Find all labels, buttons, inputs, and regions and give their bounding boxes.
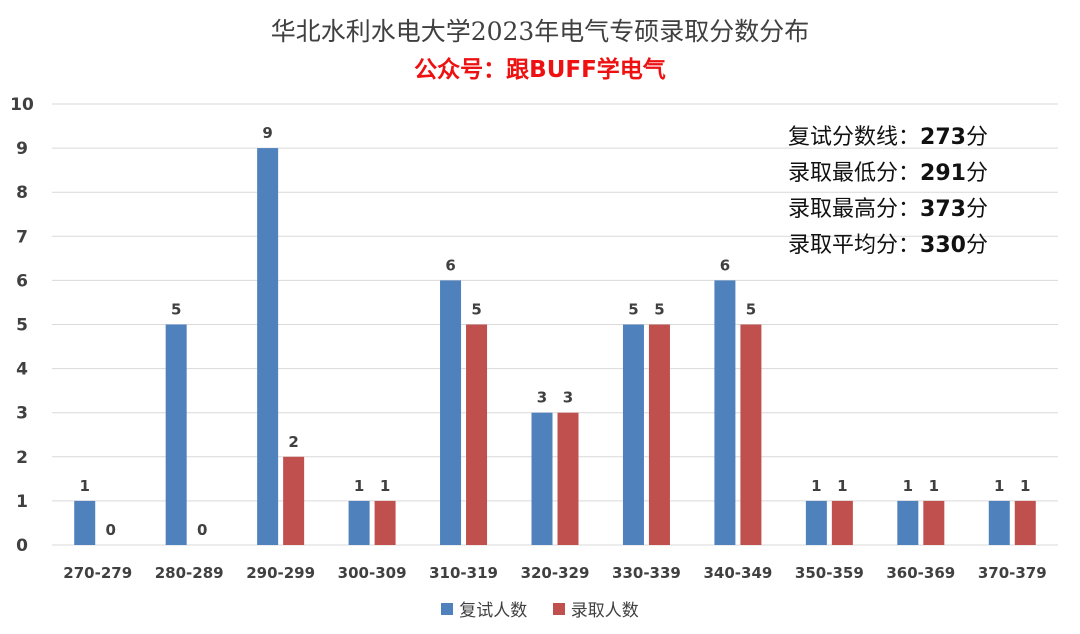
y-tick-label: 8 [16, 183, 28, 203]
data-label: 1 [80, 477, 90, 495]
data-label: 1 [929, 477, 939, 495]
stat-value: 291 [920, 161, 966, 186]
bar-admitted [374, 500, 396, 545]
chart-title: 华北水利水电大学2023年电气专硕录取分数分布 [270, 17, 810, 46]
bar-retest [622, 324, 644, 545]
bar-admitted [923, 500, 945, 545]
data-label: 5 [746, 301, 756, 319]
legend-label: 录取人数 [570, 601, 639, 621]
stat-value: 373 [920, 197, 966, 222]
bar-admitted [283, 456, 305, 545]
stat-unit: 分 [965, 161, 988, 186]
data-label: 0 [106, 521, 116, 539]
bar-retest [257, 148, 279, 545]
x-tick-label: 340-349 [703, 564, 772, 582]
bar-admitted [740, 324, 762, 545]
data-label: 6 [445, 256, 455, 274]
legend-swatch-admitted [552, 602, 565, 615]
x-tick-label: 330-339 [612, 564, 681, 582]
data-label: 9 [262, 124, 272, 142]
stat-label: 录取平均分： [788, 233, 921, 258]
data-label: 1 [994, 477, 1004, 495]
bar-retest [440, 280, 462, 545]
stat-label: 录取最低分： [788, 161, 921, 186]
data-label: 5 [171, 301, 181, 319]
x-tick-label: 300-309 [338, 564, 407, 582]
bar-retest [348, 500, 370, 545]
legend-item-retest: 复试人数 [441, 596, 527, 621]
y-tick-label: 9 [16, 139, 28, 159]
y-tick-label: 6 [16, 271, 28, 291]
data-label: 1 [380, 477, 390, 495]
bar-admitted [466, 324, 488, 545]
x-tick-label: 280-289 [155, 564, 224, 582]
y-tick-label: 1 [16, 492, 28, 512]
stat-label: 录取最高分： [788, 197, 921, 222]
bar-admitted [831, 500, 853, 545]
stat-max-score: 录取最高分：373分 [788, 192, 988, 228]
data-label: 5 [628, 301, 638, 319]
bar-admitted [1014, 500, 1036, 545]
y-tick-label: 3 [16, 404, 28, 424]
legend-swatch-retest [441, 602, 454, 615]
stat-label: 复试分数线： [788, 125, 921, 150]
bar-retest [988, 500, 1010, 545]
chart-subtitle: 公众号：跟BUFF学电气 [414, 57, 666, 83]
data-label: 1 [903, 477, 913, 495]
stats-annotation: 复试分数线：273分 录取最低分：291分 录取最高分：373分 录取平均分：3… [788, 120, 988, 264]
stat-unit: 分 [965, 125, 988, 150]
bar-retest [897, 500, 919, 545]
bar-retest [531, 412, 553, 545]
bar-retest [74, 500, 96, 545]
bar-retest [805, 500, 827, 545]
y-tick-label: 0 [16, 536, 28, 556]
x-tick-label: 360-369 [886, 564, 955, 582]
stat-unit: 分 [965, 197, 988, 222]
stat-value: 330 [920, 233, 966, 258]
data-label: 1 [1020, 477, 1030, 495]
x-tick-label: 290-299 [246, 564, 315, 582]
stat-min-score: 录取最低分：291分 [788, 156, 988, 192]
data-label: 1 [354, 477, 364, 495]
data-label: 5 [654, 301, 664, 319]
x-tick-label: 350-359 [795, 564, 864, 582]
y-tick-label: 7 [16, 227, 28, 247]
legend: 复试人数 录取人数 [0, 596, 1080, 621]
data-label: 1 [837, 477, 847, 495]
bar-retest [165, 324, 187, 545]
y-tick-label: 10 [10, 95, 34, 115]
x-tick-label: 370-379 [978, 564, 1047, 582]
x-tick-label: 320-329 [521, 564, 590, 582]
bar-retest [714, 280, 736, 545]
y-tick-label: 4 [16, 360, 28, 380]
data-label: 1 [811, 477, 821, 495]
data-label: 5 [471, 301, 481, 319]
legend-label: 复试人数 [459, 601, 528, 621]
y-tick-label: 5 [16, 316, 28, 336]
stat-value: 273 [920, 125, 966, 150]
x-tick-label: 310-319 [429, 564, 498, 582]
stat-avg-score: 录取平均分：330分 [788, 228, 988, 264]
data-label: 3 [563, 389, 573, 407]
bar-admitted [648, 324, 670, 545]
stat-unit: 分 [965, 233, 988, 258]
stat-retest-line: 复试分数线：273分 [788, 120, 988, 156]
legend-item-admitted: 录取人数 [552, 596, 639, 621]
data-label: 6 [720, 256, 730, 274]
data-label: 3 [537, 389, 547, 407]
data-label: 2 [288, 433, 298, 451]
data-label: 0 [197, 521, 207, 539]
bar-admitted [557, 412, 579, 545]
x-tick-label: 270-279 [63, 564, 132, 582]
y-tick-label: 2 [16, 448, 28, 468]
